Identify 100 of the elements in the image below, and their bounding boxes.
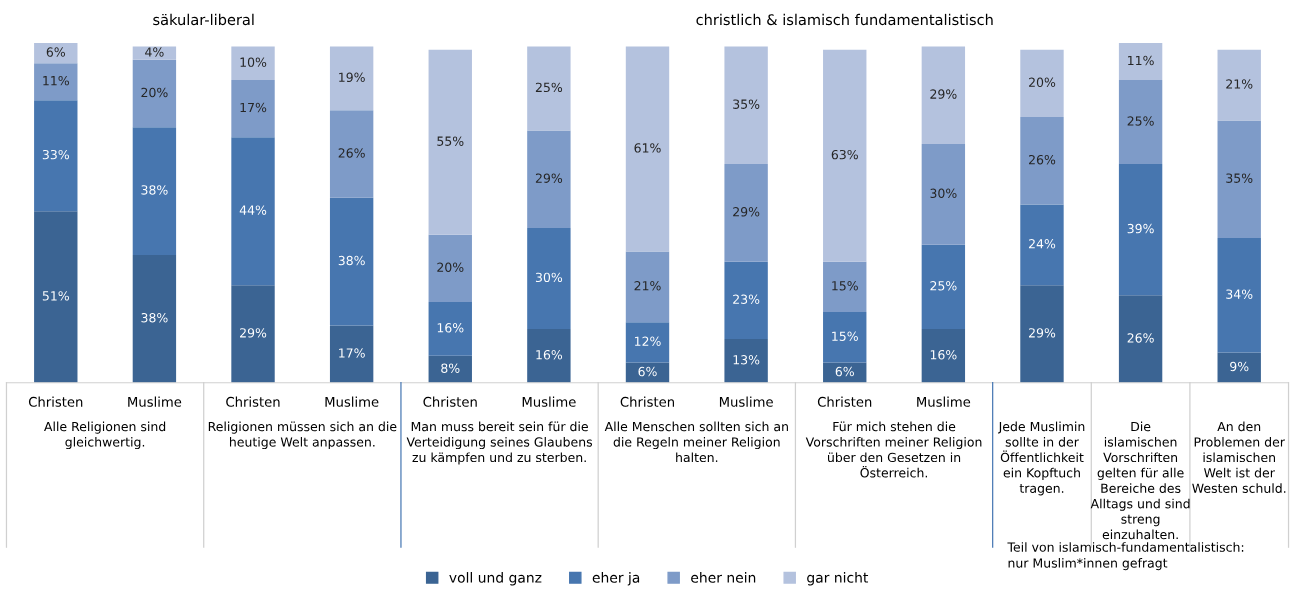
bar [724,339,768,383]
data-label: 16% [536,349,563,360]
text: säkular-liberal [153,13,254,26]
bar [428,302,472,356]
data-label: 29% [733,207,760,217]
bar [34,100,78,212]
bar [1020,204,1064,286]
bar [34,211,78,383]
text: Religionen müssen sich an die heutige Welt anpassen. [208,421,397,450]
data-label: 29% [240,328,267,338]
bar [1217,120,1261,239]
bar [527,228,571,329]
bar [823,261,867,313]
bar [921,328,966,383]
bar [1217,352,1261,383]
bar [428,49,472,235]
data-label: 16% [437,323,464,333]
bar [231,137,275,286]
data-label: 39% [1127,223,1154,234]
bar [1118,295,1163,383]
bar [1020,49,1064,118]
text: Alle Religionen sind gleichwertig. [44,421,166,450]
x-tick-label: Muslime [325,396,379,407]
data-label: 16% [930,349,957,360]
data-label: 35% [733,99,760,109]
data-label: 38% [338,255,365,266]
x-tick-label: Muslime [128,396,182,407]
data-label: 20% [141,87,168,98]
data-label: 51% [42,291,69,301]
data-label: 30% [535,272,563,283]
bar [329,46,374,111]
x-tick-label: Christen [817,396,872,407]
data-label: 20% [437,262,464,272]
data-label: 12% [634,336,661,346]
data-label: 34% [1226,289,1253,299]
bar [625,46,670,252]
bar [1118,43,1163,81]
bar [1118,164,1163,296]
bar [823,49,867,262]
data-label: 24% [1029,239,1056,249]
data-label: 25% [930,281,957,291]
data-label: 8% [441,363,460,373]
bar [527,130,571,229]
bar [329,325,374,383]
x-tick-label: Muslime [917,396,971,407]
data-label: 25% [1127,116,1154,126]
data-label: 26% [1029,154,1056,165]
legend-label: voll und ganz [449,572,542,586]
data-label: 4% [145,47,164,57]
data-label: 15% [832,281,858,291]
data-label: 38% [141,185,168,195]
bar [231,285,275,383]
bar [329,110,374,198]
data-label: 6% [46,47,66,57]
x-tick-label: Muslime [522,396,576,407]
data-label: 6% [835,366,854,377]
data-label: 29% [930,89,957,99]
data-label: 17% [240,102,267,113]
data-label: 33% [42,149,69,160]
x-tick-label: Muslime [719,396,773,407]
data-label: 9% [1230,361,1249,372]
legend-label: eher ja [592,572,640,586]
data-label: 55% [437,136,464,146]
x-tick-label: Christen [226,396,280,407]
text: Man muss bereit sein für die Verteidigung seines Glaubens zu kämpfen und zu sterben. [406,421,593,465]
data-label: 17% [339,348,365,358]
bar [724,46,768,165]
data-label: 44% [239,205,267,215]
bar [1020,285,1064,383]
bar [329,197,374,326]
bar [724,164,768,262]
text: Alle Menschen sollten sich an die Regeln meiner Religion halten. [604,421,788,463]
data-label: 38% [141,312,168,323]
legend-label: gar nicht [807,572,869,586]
legend-label: eher nein [691,572,756,583]
bar [724,261,768,339]
bar [921,143,966,245]
bar [132,46,177,60]
bar [527,328,571,383]
data-label: 26% [338,148,365,158]
text: Jede Muslimin sollte in der Öffentlichkeit ein Kopftuch tragen. [997,421,1085,496]
data-label: 19% [339,72,365,82]
text: Für mich stehen die Vorschriften meiner Religion über den Gesetzen in Österreich. [805,421,982,478]
data-label: 21% [634,281,661,291]
bar [527,46,571,131]
data-label: 63% [831,149,858,160]
data-label: 25% [535,82,563,93]
bar [132,59,177,128]
data-label: 30% [930,188,957,199]
x-tick-label: Christen [423,396,477,407]
bar [231,46,275,81]
bar [1118,80,1163,165]
bar [921,244,966,329]
data-label: 10% [240,57,267,67]
bar [132,127,177,255]
text: Teil von islamisch-fundamentalistisch: nur Muslim*innen gefragt [1007,542,1244,571]
data-label: 6% [638,366,657,377]
x-tick-label: Christen [620,396,674,407]
bar [625,251,670,323]
bar [231,80,275,138]
